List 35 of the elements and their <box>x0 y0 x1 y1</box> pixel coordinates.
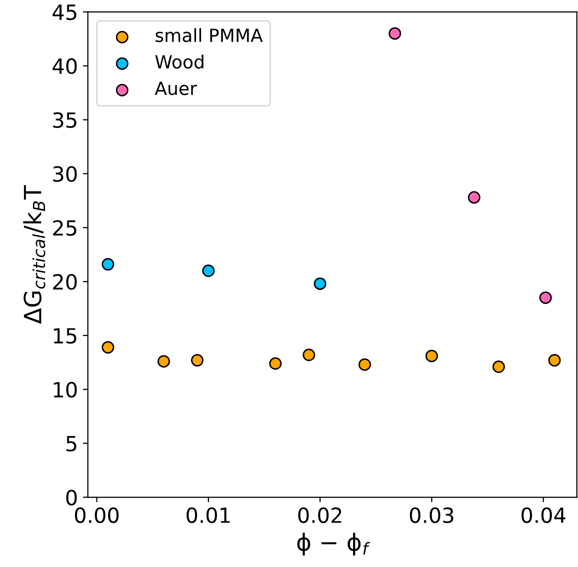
y-tick-label: 5 <box>66 436 76 452</box>
point <box>269 357 282 370</box>
point <box>102 258 114 271</box>
y-tick-label: 10 <box>54 382 77 398</box>
y-tick-label: 15 <box>54 328 76 344</box>
point <box>191 354 204 367</box>
x-tick-label: 0.00 <box>74 507 119 524</box>
x-tick-label: 0.04 <box>522 507 566 524</box>
x-tick-label: 0.02 <box>298 507 342 524</box>
point <box>102 341 114 354</box>
point <box>358 358 371 371</box>
y-tick-label: 35 <box>53 112 76 128</box>
point <box>302 348 316 362</box>
point <box>425 350 438 362</box>
point <box>468 191 480 204</box>
legend-label: small PMMA <box>156 28 263 42</box>
point <box>548 354 561 367</box>
y-axis-title: ΔG$_{critical}$/k$_{B}$T <box>23 185 46 324</box>
y-tick-label: 30 <box>53 166 77 182</box>
x-axis-title: ϕ − ϕ$_{f}$ <box>297 532 370 556</box>
legend-label: Auer <box>154 82 197 96</box>
legend-label: Wood <box>155 54 204 69</box>
point <box>202 264 215 278</box>
y-tick-label: 20 <box>53 274 77 290</box>
point <box>158 355 170 368</box>
point <box>492 360 505 374</box>
point <box>314 277 326 290</box>
y-tick-label: 25 <box>53 220 76 236</box>
y-tick-label: 45 <box>52 4 76 20</box>
y-tick-label: 0 <box>66 490 77 506</box>
point <box>388 27 402 40</box>
point <box>539 291 552 304</box>
x-tick-label: 0.03 <box>410 507 454 524</box>
y-tick-label: 40 <box>52 58 77 74</box>
x-tick-label: 0.01 <box>186 507 230 524</box>
